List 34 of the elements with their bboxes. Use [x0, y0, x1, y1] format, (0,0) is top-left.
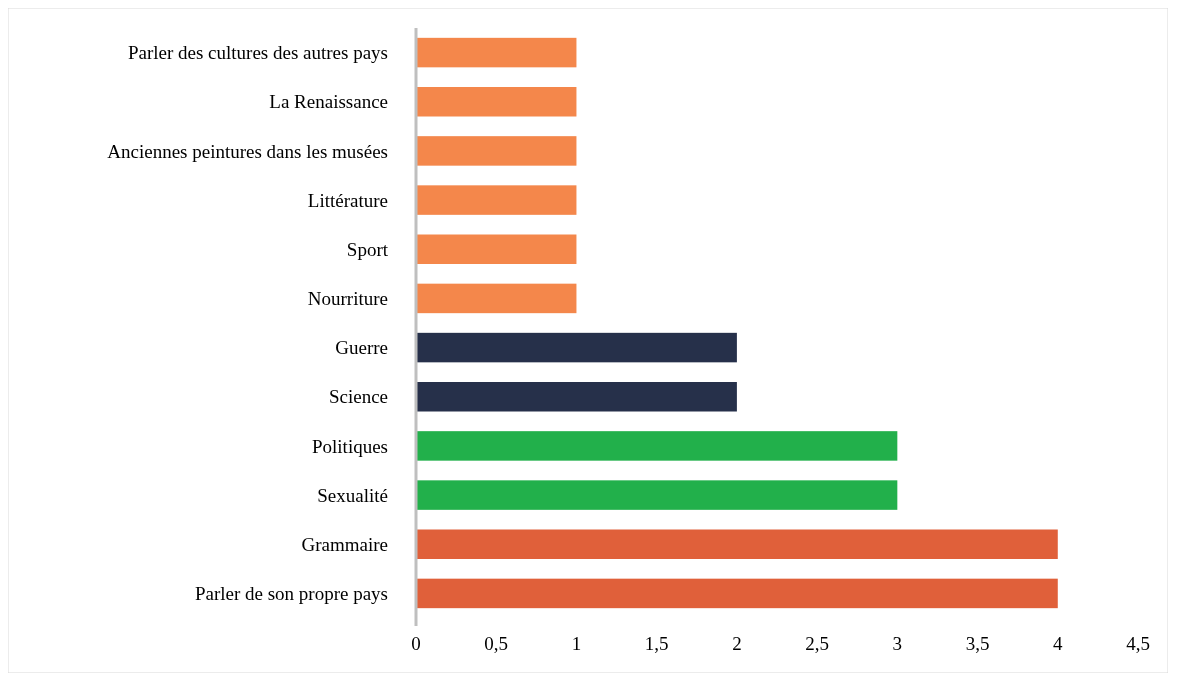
- bar: [416, 529, 1058, 559]
- bar: [416, 382, 737, 412]
- x-tick-label: 4: [1053, 633, 1064, 654]
- x-tick-label: 2,5: [805, 633, 829, 654]
- y-tick-label: Littérature: [307, 189, 388, 211]
- y-tick-label: Science: [328, 386, 388, 408]
- bar: [416, 431, 898, 461]
- x-tick-label: 1,5: [644, 633, 669, 654]
- x-tick-label: 3,5: [965, 633, 990, 654]
- bar: [416, 87, 577, 117]
- y-tick-label: Sport: [346, 238, 389, 260]
- bar: [416, 136, 577, 166]
- y-tick-label: Sexualité: [317, 484, 388, 506]
- bar: [416, 234, 577, 264]
- bar: [416, 332, 737, 363]
- x-tick-label: 3: [892, 633, 903, 654]
- x-tick-label: 0,5: [484, 633, 509, 654]
- y-tick-label: Parler de son propre pays: [194, 583, 388, 605]
- y-tick-label: Anciennes peintures dans les musées: [107, 140, 388, 162]
- bar: [416, 283, 577, 314]
- x-tick-label: 0: [411, 633, 421, 654]
- bar: [416, 185, 577, 215]
- bar: [416, 37, 577, 68]
- x-tick-label: 2: [732, 633, 742, 654]
- x-tick-label: 1: [571, 633, 582, 654]
- bar: [416, 480, 898, 510]
- y-tick-label: Parler des cultures des autres pays: [127, 42, 388, 64]
- y-tick-label: Guerre: [335, 337, 388, 359]
- y-tick-label: Nourriture: [307, 288, 388, 310]
- bar: [416, 578, 1058, 609]
- x-tick-label: 4,5: [1126, 633, 1150, 654]
- y-tick-label: La Renaissance: [269, 91, 388, 113]
- y-tick-label: Politiques: [311, 435, 388, 457]
- y-tick-label: Grammaire: [301, 533, 388, 555]
